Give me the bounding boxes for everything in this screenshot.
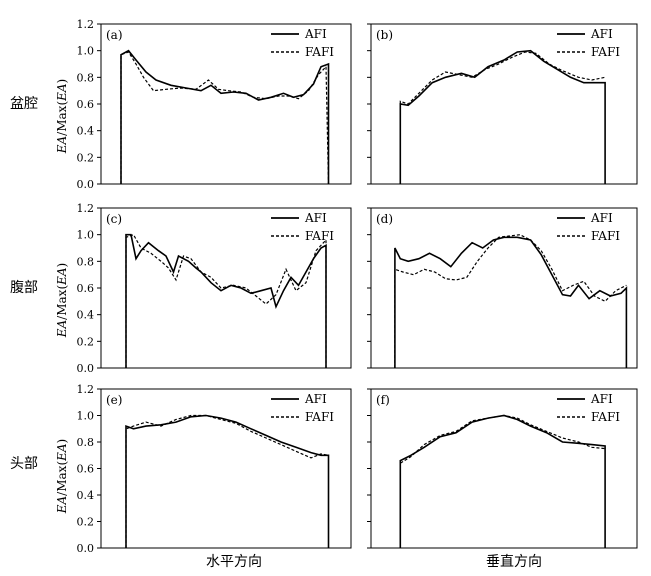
series-line-fafi xyxy=(125,414,329,548)
y-axis-title: EA/Max(EA) xyxy=(55,79,69,155)
row-label: 头部 xyxy=(10,456,38,472)
y-tick-label: 1.0 xyxy=(77,45,95,58)
y-axis-title-part: EA xyxy=(55,83,69,102)
chart-panel-c: 0.0 0.2 0.4 0.6 0.8 1.0 1.2 (c) AFI FAFI xyxy=(77,202,352,375)
panels-group: 0.0 0.2 0.4 0.6 0.8 1.0 1.2 (a) AFI FAFI (b) AFI FAF… xyxy=(77,18,638,555)
y-tick-label: 0.2 xyxy=(77,516,95,529)
y-tick-label: 0.2 xyxy=(77,335,95,348)
chart-panel-a: 0.0 0.2 0.4 0.6 0.8 1.0 1.2 (a) AFI FAFI xyxy=(77,18,352,191)
series-line-fafi xyxy=(120,51,330,185)
legend-label: FAFI xyxy=(305,45,334,59)
legend-label: AFI xyxy=(304,211,327,225)
panel-label: (a) xyxy=(106,28,123,42)
y-tick-label: 1.2 xyxy=(77,202,95,215)
y-axis-title-part: ) xyxy=(55,439,69,444)
legend-label: FAFI xyxy=(591,410,620,424)
series-line-afi xyxy=(125,414,330,548)
y-tick-label: 0.4 xyxy=(77,125,95,138)
legend-label: AFI xyxy=(304,392,327,406)
series-line-afi xyxy=(394,236,628,368)
legend-label: FAFI xyxy=(305,229,334,243)
y-tick-label: 0.2 xyxy=(77,151,95,164)
y-tick-label: 0.6 xyxy=(77,463,95,476)
series-line-fafi xyxy=(399,51,606,184)
panel-label: (c) xyxy=(106,212,122,226)
y-axis-title-part: EA xyxy=(55,267,69,286)
legend-label: AFI xyxy=(590,211,613,225)
y-tick-label: 0.6 xyxy=(77,282,95,295)
y-tick-label: 0.0 xyxy=(77,178,95,191)
y-axis-title-part: EA xyxy=(55,319,69,338)
chart-panel-d: (d) AFI FAFI xyxy=(367,207,638,369)
panel-label: (e) xyxy=(106,393,122,407)
x-axis-label: 垂直方向 xyxy=(486,553,542,570)
series-line-afi xyxy=(125,233,327,368)
y-axis-title-part: ) xyxy=(55,263,69,268)
chart-panel-f: (f) AFI FAFI xyxy=(367,388,638,549)
y-axis-title-part: ) xyxy=(55,79,69,84)
row-label: 腹部 xyxy=(10,279,38,296)
series-line-fafi xyxy=(394,234,627,368)
y-tick-label: 1.0 xyxy=(77,229,95,242)
legend-label: AFI xyxy=(304,27,327,41)
chart-panel-e: 0.0 0.2 0.4 0.6 0.8 1.0 1.2 (e) AFI FAFI xyxy=(77,383,352,555)
panel-label: (b) xyxy=(376,28,393,42)
y-axis-title: EA/Max(EA) xyxy=(55,263,69,339)
series-line-fafi xyxy=(125,233,327,368)
y-axis-title: EA/Max(EA) xyxy=(55,439,69,515)
y-axis-title-part: /Max( xyxy=(55,285,69,320)
y-tick-label: 0.0 xyxy=(77,542,95,555)
legend-label: FAFI xyxy=(305,410,334,424)
y-axis-title-part: EA xyxy=(55,443,69,462)
row-label: 盆腔 xyxy=(10,96,38,112)
series-line-afi xyxy=(399,49,606,184)
y-tick-label: 0.8 xyxy=(77,255,95,268)
series-line-afi xyxy=(399,414,606,548)
y-axis-title-part: /Max( xyxy=(55,461,69,496)
y-axis-title-part: EA xyxy=(55,495,69,514)
y-axis-title-part: /Max( xyxy=(55,101,69,136)
y-tick-label: 0.8 xyxy=(77,71,95,84)
panel-label: (d) xyxy=(376,212,393,226)
y-tick-label: 1.0 xyxy=(77,410,95,423)
legend-label: FAFI xyxy=(591,45,620,59)
y-axis-title-part: EA xyxy=(55,135,69,154)
y-tick-label: 1.2 xyxy=(77,18,95,31)
legend-label: FAFI xyxy=(591,229,620,243)
y-tick-label: 0.6 xyxy=(77,98,95,111)
panel-label: (f) xyxy=(376,393,390,407)
y-tick-label: 1.2 xyxy=(77,383,95,396)
x-axis-label: 水平方向 xyxy=(206,554,262,570)
series-line-afi xyxy=(120,49,330,184)
y-tick-label: 0.0 xyxy=(77,362,95,375)
chart-panel-b: (b) AFI FAFI xyxy=(367,23,638,185)
y-tick-label: 0.4 xyxy=(77,309,95,322)
legend-label: AFI xyxy=(590,392,613,406)
series-line-fafi xyxy=(399,414,606,548)
y-tick-label: 0.8 xyxy=(77,436,95,449)
y-tick-label: 0.4 xyxy=(77,489,95,502)
legend-label: AFI xyxy=(590,27,613,41)
